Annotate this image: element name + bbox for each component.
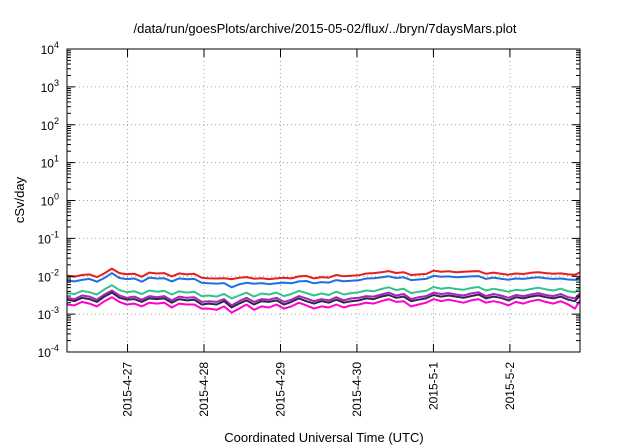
y-tick-exponent: 1 [54,154,59,164]
y-tick-label: 103 [41,78,59,95]
y-tick-label: 10-1 [38,229,59,246]
y-tick-base: 10 [38,308,52,322]
y-tick-exponent: 4 [54,40,59,50]
y-tick-exponent: -1 [51,229,59,239]
y-tick-base: 10 [41,119,55,133]
series-line-6 [66,296,581,314]
y-tick-base: 10 [38,346,52,360]
y-tick-exponent: -3 [51,305,59,315]
y-tick-base: 10 [38,232,52,246]
chart-title: /data/run/goesPlots/archive/2015-05-02/f… [134,21,517,36]
y-tick-base: 10 [41,81,55,95]
series-line-1 [66,267,581,281]
y-tick-exponent: -2 [51,267,59,277]
y-tick-base: 10 [41,195,55,209]
y-tick-exponent: 3 [54,78,59,88]
y-tick-label: 104 [41,40,59,57]
y-tick-label: 10-4 [38,343,59,360]
y-tick-exponent: -4 [51,343,59,353]
y-tick-exponent: 0 [54,192,59,202]
x-tick-label: 2015-4-30 [350,362,364,417]
y-tick-base: 10 [41,157,55,171]
y-tick-base: 10 [38,270,52,284]
series-line-2 [66,272,581,289]
y-tick-label: 10-2 [38,267,59,284]
series-layer [66,267,581,314]
x-axis-label: Coordinated Universal Time (UTC) [224,430,423,445]
series-line-3 [66,284,581,300]
ticks [67,48,580,353]
y-tick-exponent: 2 [54,116,59,126]
x-tick-label: 2015-4-27 [121,362,135,417]
y-tick-base: 10 [41,43,55,57]
y-tick-label: 101 [41,154,59,171]
x-tick-label: 2015-5-1 [426,362,440,410]
x-tick-label: 2015-5-2 [503,362,517,410]
y-tick-label: 10-3 [38,305,59,322]
series-line-4 [66,289,581,307]
y-tick-label: 102 [41,116,59,133]
y-axis-label: cSv/day [12,176,27,223]
series-line-5 [66,291,581,309]
x-tick-label: 2015-4-28 [197,362,211,417]
x-tick-labels: 2015-4-27 2015-4-28 2015-4-29 2015-4-30 2015… [121,362,517,417]
x-tick-label: 2015-4-29 [273,362,287,417]
y-tick-label: 100 [41,192,59,209]
